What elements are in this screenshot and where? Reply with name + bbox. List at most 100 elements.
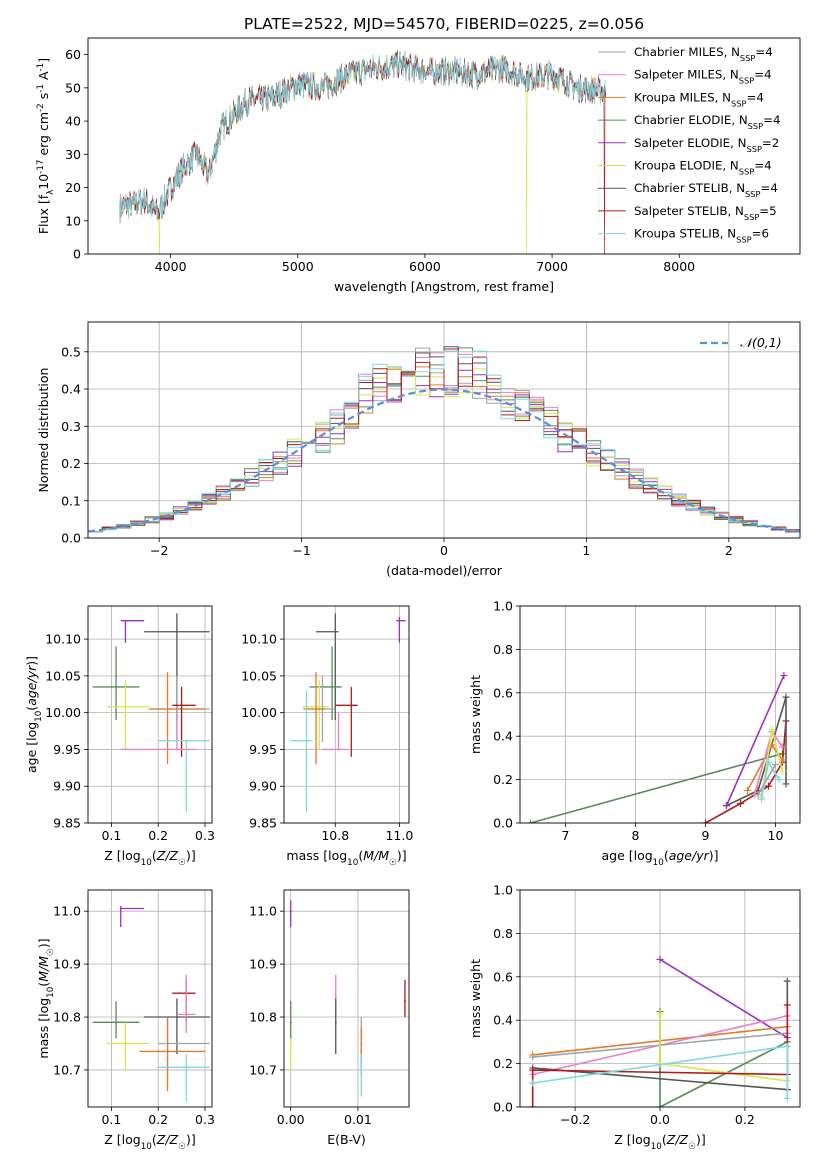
y-tick-label: 40 [65,114,81,129]
y-tick-label: 9.90 [53,779,81,794]
x-tick-label: 6000 [409,259,441,274]
label-fragment: )] [709,848,719,863]
x-tick-label: 7 [562,828,570,843]
chart-mass_vs_ebv: 0.00 0.01 10.7 10.8 10.9 11.0 E(B-V) [249,889,410,1147]
x-axis-label: mass [log10(M/M☉)] [286,848,406,868]
y-tick-label: 10.9 [249,957,277,972]
data-point [124,705,127,708]
data-point [398,619,401,622]
data-point [124,619,127,622]
series-marker [765,758,772,766]
y-axis-label: mass weight [468,675,483,754]
label-fragment: erg cm [36,112,51,160]
label-fragment: ☉ [178,858,186,868]
y-tick-label: 0.6 [493,685,513,700]
label-fragment: mass weight [468,959,483,1038]
y-tick-label: 10.10 [241,632,277,647]
label-fragment: age [log [24,722,39,773]
label-fragment: )] [186,1132,196,1147]
series-marker [779,743,786,751]
label-fragment: s [36,93,51,104]
data-point [289,1042,292,1045]
label-fragment: M/M [36,956,51,982]
x-tick-label: 10 [768,828,784,843]
label-fragment: =4 [763,113,780,127]
axes-frame [283,605,410,824]
label-fragment: Kroupa MILES, N [634,90,731,104]
x-tick-label: 8000 [663,259,695,274]
x-axis-label: wavelength [Angstrom, rest frame] [334,279,554,294]
series-marker [772,760,779,768]
legend-label: Chabrier STELIB, NSSP=4 [634,181,778,199]
series-line [659,958,788,1039]
y-tick-label: 10.10 [45,632,81,647]
label-fragment: ] [36,58,51,63]
data-point [289,910,292,913]
x-tick-label: 7000 [536,259,568,274]
x-tick-label: 0.3 [195,1112,215,1127]
data-point [289,1021,292,1024]
label-fragment: Z/Z [156,848,179,863]
label-fragment: 10 [651,1142,662,1152]
figure-title: PLATE=2522, MJD=54570, FIBERID=0225, z=0… [244,15,644,33]
label-fragment: SSP [739,167,754,177]
series-line [530,752,783,823]
label-fragment: Z/Z [666,1132,689,1147]
label-fragment: E(B-V) [327,1132,366,1147]
data-point [115,1021,118,1024]
x-tick-label: 4000 [155,259,187,274]
axes-frame [519,889,801,1108]
data-point [360,1068,363,1071]
x-tick-label: 5000 [282,259,314,274]
series-marker [780,671,788,679]
label-fragment: mass [log [36,998,51,1059]
label-fragment: -1 [36,84,46,93]
label-fragment: SSP [746,144,761,154]
y-tick-label: 20 [65,180,81,195]
x-tick-label: 0.00 [277,1112,305,1127]
series-marker [527,819,534,823]
legend-label: Kroupa STELIB, NSSP=6 [634,227,769,245]
x-axis-label: E(B-V) [327,1132,366,1147]
label-fragment: ( [152,848,157,863]
series-marker [656,1010,664,1018]
data-point [403,1000,406,1003]
data-point [360,1050,363,1053]
label-fragment: ( [358,848,363,863]
y-tick-label: 0.8 [493,926,513,941]
data-point [175,1016,178,1019]
series-marker [656,1103,664,1107]
series-marker [529,1053,537,1061]
y-tick-label: 0.3 [61,419,81,434]
legend-label: 𝒩(0,1) [740,335,782,350]
data-point [305,739,308,742]
axes-frame [87,889,213,1108]
spectrum-line [119,49,606,224]
y-tick-label: 0.2 [493,772,513,787]
label-fragment: ☉ [688,1142,696,1152]
label-fragment: Kroupa STELIB, N [634,227,736,241]
legend-label: Chabrier ELODIE, NSSP=4 [634,113,781,131]
data-point [185,1013,188,1016]
label-fragment: )] [24,656,39,666]
chart-spectrum: 4000 5000 6000 7000 8000 0 10 20 30 40 50 60 wavelen… [36,37,801,294]
label-fragment: age/yr [669,848,710,863]
label-fragment: wavelength [Angstrom, rest frame] [334,279,554,294]
spectrum-line [119,52,606,224]
data-point [337,748,340,751]
x-tick-label: 9 [702,828,710,843]
x-axis-label: age [log10(age/yr)] [601,848,718,868]
y-tick-label: 50 [65,80,81,95]
series-marker [779,767,786,775]
label-fragment: 10 [46,987,56,998]
y-tick-label: 0.6 [493,969,513,984]
x-tick-label: 0.3 [195,828,215,843]
label-fragment: )] [696,1132,706,1147]
y-tick-label: 60 [65,47,81,62]
label-fragment: ☉ [389,858,397,868]
data-point [119,907,122,910]
y-tick-label: 10.00 [45,705,81,720]
series-marker [783,1042,791,1050]
